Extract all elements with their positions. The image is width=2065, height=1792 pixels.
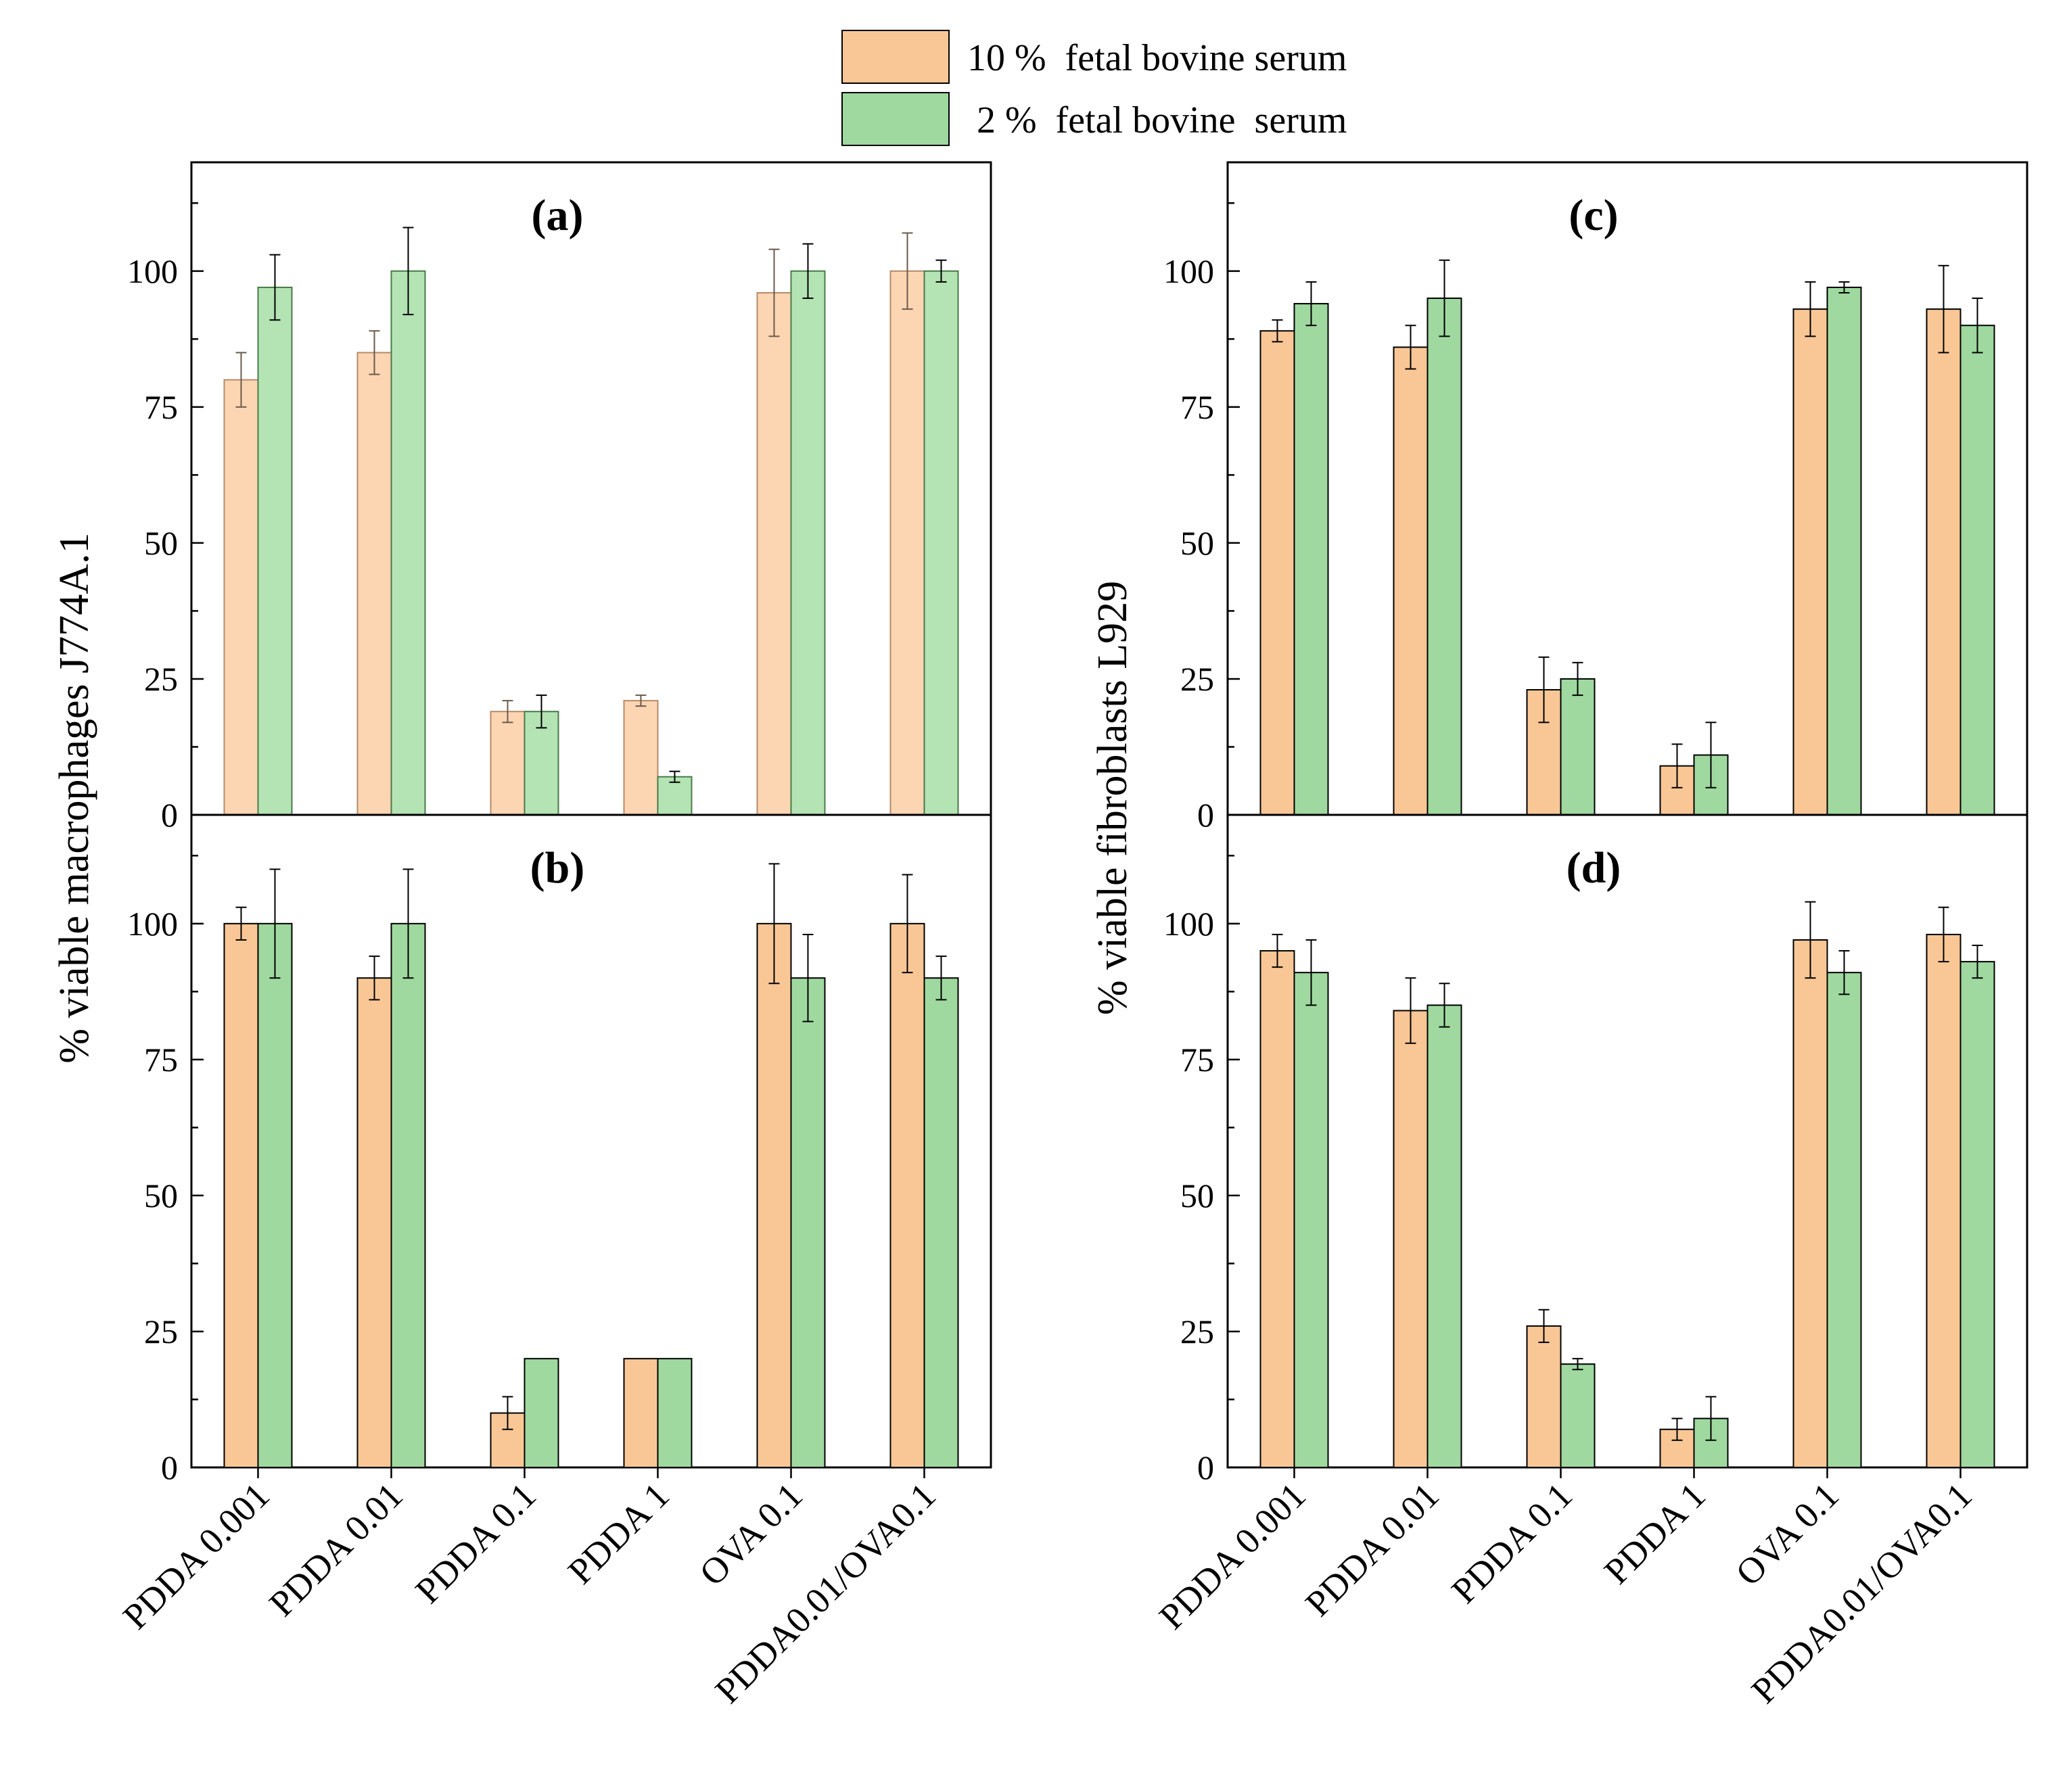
panel-frame-d [1226, 814, 2028, 1469]
panel-a: 0 25 50 75 100 (a) [127, 161, 992, 834]
legend-swatch-10pct [841, 30, 950, 84]
y-tick-label: 0 [1197, 1448, 1214, 1486]
legend: 10 % fetal bovine serum 2 % fetal bovine… [841, 30, 1347, 146]
panel-frame-a [190, 161, 992, 816]
category-label-b-0: PDDA 0.001 [115, 1475, 277, 1637]
panel-title-d: (d) [1567, 843, 1621, 893]
category-label-d-4: OVA 0.1 [1728, 1475, 1847, 1593]
panel-title-c: (c) [1569, 191, 1618, 240]
bar-d-10pct-0 [1259, 950, 1295, 1468]
bar-c-10pct-0 [1259, 330, 1295, 816]
bar-d-2pct-2 [1560, 1363, 1596, 1469]
bar-d-2pct-1 [1426, 1004, 1462, 1469]
bar-d-2pct-4 [1826, 972, 1862, 1469]
bar-d-10pct-2 [1526, 1325, 1562, 1468]
y-tick-label: 100 [127, 252, 178, 290]
bar-b-2pct-4 [790, 977, 826, 1468]
y-tick-label: 75 [1180, 388, 1214, 426]
y-tick-label: 25 [144, 660, 178, 698]
bar-c-10pct-4 [1792, 308, 1828, 816]
y-tick-label: 100 [127, 905, 178, 943]
y-tick-label: 100 [1163, 905, 1214, 943]
panel-c: 0 25 50 75 100 (c) [1163, 161, 2028, 834]
y-tick-label: 50 [144, 524, 178, 562]
bar-c-10pct-5 [1926, 308, 1962, 816]
legend-label-2pct: 2 % fetal bovine serum [967, 99, 1347, 141]
panel-frame-b [190, 814, 992, 1469]
panel-title-a: (a) [532, 191, 584, 240]
bar-b-10pct-1 [356, 977, 392, 1468]
category-label-b-1: PDDA 0.01 [261, 1475, 411, 1624]
bar-b-10pct-0 [223, 922, 259, 1469]
category-label-b-5: PDDA0.01/OVA0.1 [707, 1475, 944, 1711]
bar-d-2pct-0 [1293, 972, 1329, 1469]
right-y-axis-label: % viable fibroblasts L929 [1090, 581, 1136, 1015]
y-tick-label: 25 [144, 1313, 178, 1350]
category-label-b-2: PDDA 0.1 [407, 1475, 544, 1611]
y-tick-label: 75 [1180, 1041, 1214, 1079]
panel-title-b: (b) [530, 843, 585, 893]
y-tick-label: 100 [1163, 252, 1214, 290]
bar-b-2pct-1 [390, 922, 426, 1469]
bar-a-10pct-3 [623, 700, 659, 816]
y-tick-label: 0 [161, 1448, 178, 1486]
bar-c-2pct-2 [1560, 678, 1596, 816]
bar-a-10pct-5 [889, 270, 925, 816]
bar-a-2pct-3 [657, 776, 693, 816]
bar-d-10pct-1 [1393, 1010, 1429, 1468]
bar-b-2pct-2 [524, 1358, 559, 1468]
y-tick-label: 75 [144, 1041, 178, 1079]
bar-a-10pct-1 [356, 352, 392, 816]
category-label-b-4: OVA 0.1 [692, 1475, 810, 1593]
bar-c-2pct-1 [1426, 298, 1462, 816]
bar-b-2pct-0 [257, 922, 293, 1469]
bar-c-2pct-4 [1826, 286, 1862, 816]
y-tick-label: 25 [1180, 660, 1214, 698]
bar-a-2pct-0 [257, 286, 293, 816]
category-label-d-3: PDDA 1 [1596, 1475, 1713, 1592]
category-label-b-3: PDDA 1 [560, 1475, 677, 1592]
bar-c-2pct-5 [1959, 325, 1995, 816]
left-y-axis-label: % viable macrophages J774A.1 [51, 532, 97, 1063]
y-tick-label: 25 [1180, 1313, 1214, 1350]
y-tick-label: 50 [1180, 524, 1214, 562]
bar-b-10pct-4 [756, 922, 792, 1469]
y-tick-label: 0 [1197, 796, 1214, 834]
bar-d-2pct-5 [1959, 961, 1995, 1468]
bar-a-10pct-4 [756, 292, 792, 816]
bar-c-2pct-0 [1293, 303, 1329, 816]
bar-a-10pct-0 [223, 379, 259, 816]
y-tick-label: 75 [144, 388, 178, 426]
bar-a-10pct-2 [490, 711, 526, 816]
bar-a-2pct-5 [923, 270, 959, 816]
bar-d-10pct-4 [1792, 939, 1828, 1469]
bar-b-10pct-5 [889, 922, 925, 1469]
bar-b-10pct-3 [623, 1358, 659, 1468]
bar-a-2pct-1 [390, 270, 426, 816]
category-label-d-1: PDDA 0.01 [1297, 1475, 1447, 1624]
bar-a-2pct-4 [790, 270, 826, 816]
legend-label-10pct: 10 % fetal bovine serum [967, 37, 1347, 79]
y-tick-label: 0 [161, 796, 178, 834]
bar-b-2pct-5 [923, 977, 959, 1468]
category-label-d-0: PDDA 0.001 [1151, 1475, 1314, 1637]
y-tick-label: 50 [144, 1177, 178, 1215]
bar-b-2pct-3 [657, 1358, 693, 1468]
y-tick-label: 50 [1180, 1177, 1214, 1215]
panel-frame-c [1226, 161, 2028, 816]
legend-swatch-2pct [841, 92, 950, 146]
category-label-d-2: PDDA 0.1 [1443, 1475, 1580, 1611]
category-label-d-5: PDDA0.01/OVA0.1 [1744, 1475, 1980, 1711]
bar-d-10pct-5 [1926, 933, 1962, 1468]
bar-c-10pct-1 [1393, 346, 1429, 816]
